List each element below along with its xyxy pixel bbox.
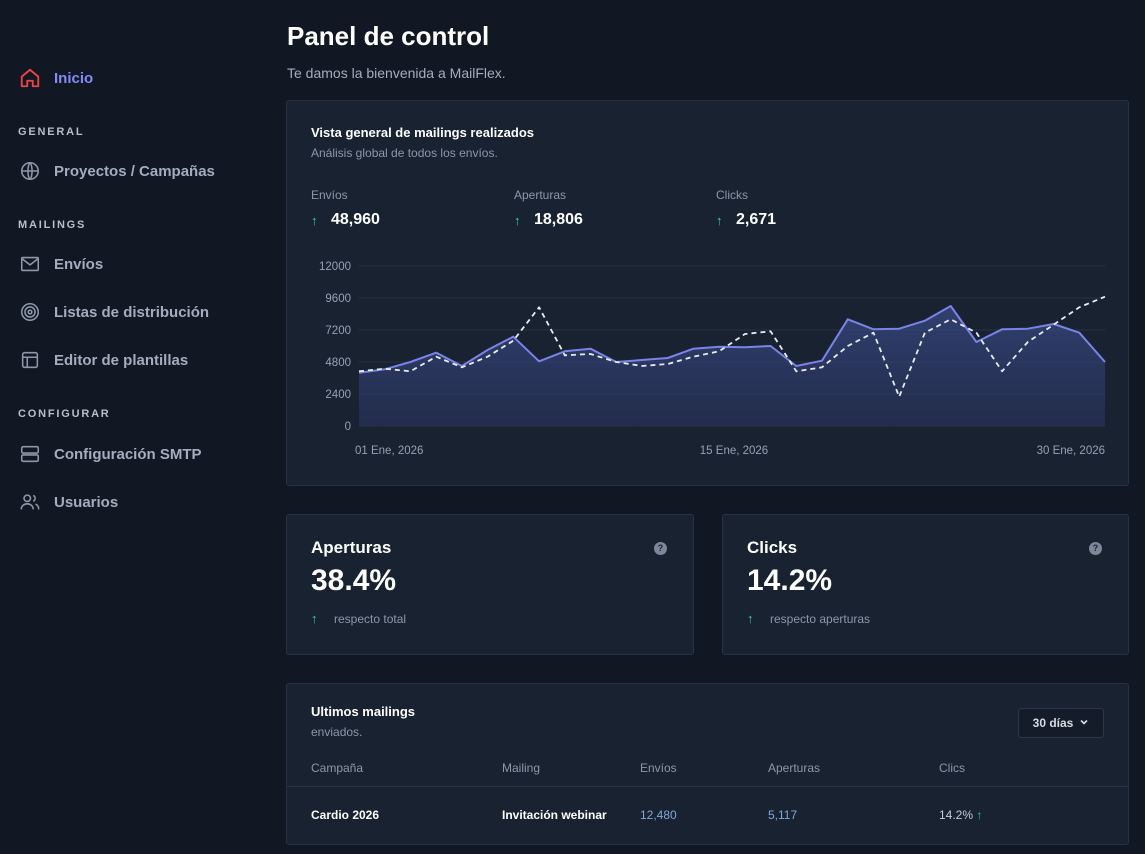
table-divider	[287, 786, 1128, 787]
metric-note: ↑ respecto aperturas	[747, 611, 870, 626]
help-icon[interactable]: ?	[1089, 542, 1102, 555]
sidebar-item-usuarios[interactable]: Usuarios	[18, 489, 118, 515]
x-tick-label: 01 Ene, 2026	[355, 445, 423, 457]
stat-value: 48,960	[331, 211, 380, 228]
sidebar-item-smtp[interactable]: Configuración SMTP	[18, 441, 202, 467]
section-general: GENERAL	[18, 126, 85, 138]
sidebar-item-label: Usuarios	[54, 493, 119, 511]
overview-subtitle: Análisis global de todos los envíos.	[311, 146, 498, 160]
home-icon	[18, 66, 42, 90]
arrow-up-icon: ↑	[716, 212, 723, 228]
metric-title: Aperturas	[311, 538, 392, 557]
globe-icon	[18, 159, 42, 183]
metric-note: ↑ respecto total	[311, 611, 406, 626]
sidebar: Inicio GENERAL Proyectos / Campañas MAIL…	[0, 0, 270, 854]
stat-envios: Envíos ↑ 48,960	[311, 188, 380, 229]
metric-card-aperturas: Aperturas ? 38.4% ↑ respecto total	[286, 514, 694, 655]
date-range-label: 30 días	[1032, 716, 1074, 730]
sidebar-item-label: Proyectos / Campañas	[54, 162, 215, 180]
arrow-up-icon: ↑	[976, 808, 983, 822]
column-header-campana[interactable]: Campaña	[311, 761, 364, 775]
column-header-envios[interactable]: Envíos	[640, 761, 677, 775]
y-tick-label: 0	[345, 421, 351, 433]
series-line-solid	[358, 305, 1106, 374]
metric-card-clicks: Clicks ? 14.2% ↑ respecto aperturas	[722, 514, 1129, 655]
metric-value: 14.2%	[747, 564, 833, 597]
section-configurar: CONFIGURAR	[18, 408, 111, 420]
metric-title: Clicks	[747, 538, 798, 557]
help-icon[interactable]: ?	[654, 542, 667, 555]
arrow-up-icon: ↑	[311, 212, 318, 228]
y-tick-label: 7200	[325, 325, 351, 337]
x-tick-label: 15 Ene, 2026	[700, 445, 768, 457]
y-tick-label: 12000	[319, 261, 351, 273]
series-area	[359, 306, 1105, 426]
table-title: Ultimos mailings	[311, 704, 416, 719]
overview-title: Vista general de mailings realizados	[311, 125, 535, 140]
stat-label: Clicks	[716, 188, 748, 202]
section-mailings: MAILINGS	[18, 219, 87, 231]
sidebar-item-label: Envíos	[54, 255, 104, 273]
stat-aperturas: Aperturas ↑ 18,806	[514, 188, 583, 229]
mail-icon	[18, 252, 42, 276]
overview-card: Vista general de mailings realizados Aná…	[286, 100, 1129, 486]
y-tick-label: 4800	[325, 357, 351, 369]
x-tick-label: 30 Ene, 2026	[1037, 445, 1105, 457]
y-tick-label: 9600	[325, 293, 351, 305]
sidebar-item-label: Inicio	[54, 69, 94, 87]
arrow-up-icon: ↑	[747, 611, 754, 626]
sidebar-item-envios[interactable]: Envíos	[18, 251, 103, 277]
stat-label: Envíos	[311, 188, 348, 202]
sidebar-item-label: Listas de distribución	[54, 303, 210, 321]
target-icon	[18, 300, 42, 324]
page-subtitle: Te damos la bienvenida a MailFlex.	[287, 65, 506, 81]
cell-campaign: Cardio 2026	[311, 808, 380, 822]
cell-clicks: 14.2% ↑	[939, 808, 982, 822]
metric-note-text: respecto aperturas	[770, 611, 871, 626]
cell-sends[interactable]: 12,480	[640, 808, 677, 822]
date-range-dropdown[interactable]: 30 días	[1018, 708, 1104, 738]
arrow-up-icon: ↑	[514, 212, 521, 228]
chevron-down-icon	[1079, 716, 1089, 730]
stat-value: 2,671	[736, 211, 777, 228]
page-title: Panel de control	[287, 21, 490, 51]
metric-value: 38.4%	[311, 564, 397, 597]
sidebar-item-editor[interactable]: Editor de plantillas	[18, 347, 188, 373]
server-icon	[18, 442, 42, 466]
arrow-up-icon: ↑	[311, 611, 318, 626]
sidebar-item-proyectos[interactable]: Proyectos / Campañas	[18, 158, 215, 184]
stat-clicks: Clicks ↑ 2,671	[716, 188, 776, 229]
mailings-chart: 0 2400 4800 7200 9600 12000 01 Ene, 2026 15 Ene…	[319, 261, 1106, 457]
cell-mailing: Invitación webinar	[502, 808, 607, 822]
sidebar-item-inicio[interactable]: Inicio	[18, 65, 93, 91]
sidebar-item-label: Configuración SMTP	[54, 445, 202, 463]
column-header-mailing[interactable]: Mailing	[502, 761, 541, 775]
y-tick-label: 2400	[325, 389, 351, 401]
stat-value: 18,806	[534, 211, 583, 228]
column-header-aperturas[interactable]: Aperturas	[768, 761, 821, 775]
metric-note-text: respecto total	[334, 611, 407, 626]
layout-icon	[18, 348, 42, 372]
column-header-clics[interactable]: Clics	[939, 761, 965, 775]
series-line-dashed	[358, 295, 1106, 398]
table-subtitle: enviados.	[311, 725, 363, 739]
mailings-table-card: Ultimos mailings enviados. 30 días Campa…	[286, 683, 1129, 845]
cell-opens[interactable]: 5,117	[768, 808, 798, 822]
sidebar-item-listas[interactable]: Listas de distribución	[18, 299, 209, 325]
stat-label: Aperturas	[514, 188, 567, 202]
cell-clicks-value: 14.2%	[939, 808, 974, 822]
sidebar-item-label: Editor de plantillas	[54, 351, 189, 369]
users-icon	[18, 490, 42, 514]
